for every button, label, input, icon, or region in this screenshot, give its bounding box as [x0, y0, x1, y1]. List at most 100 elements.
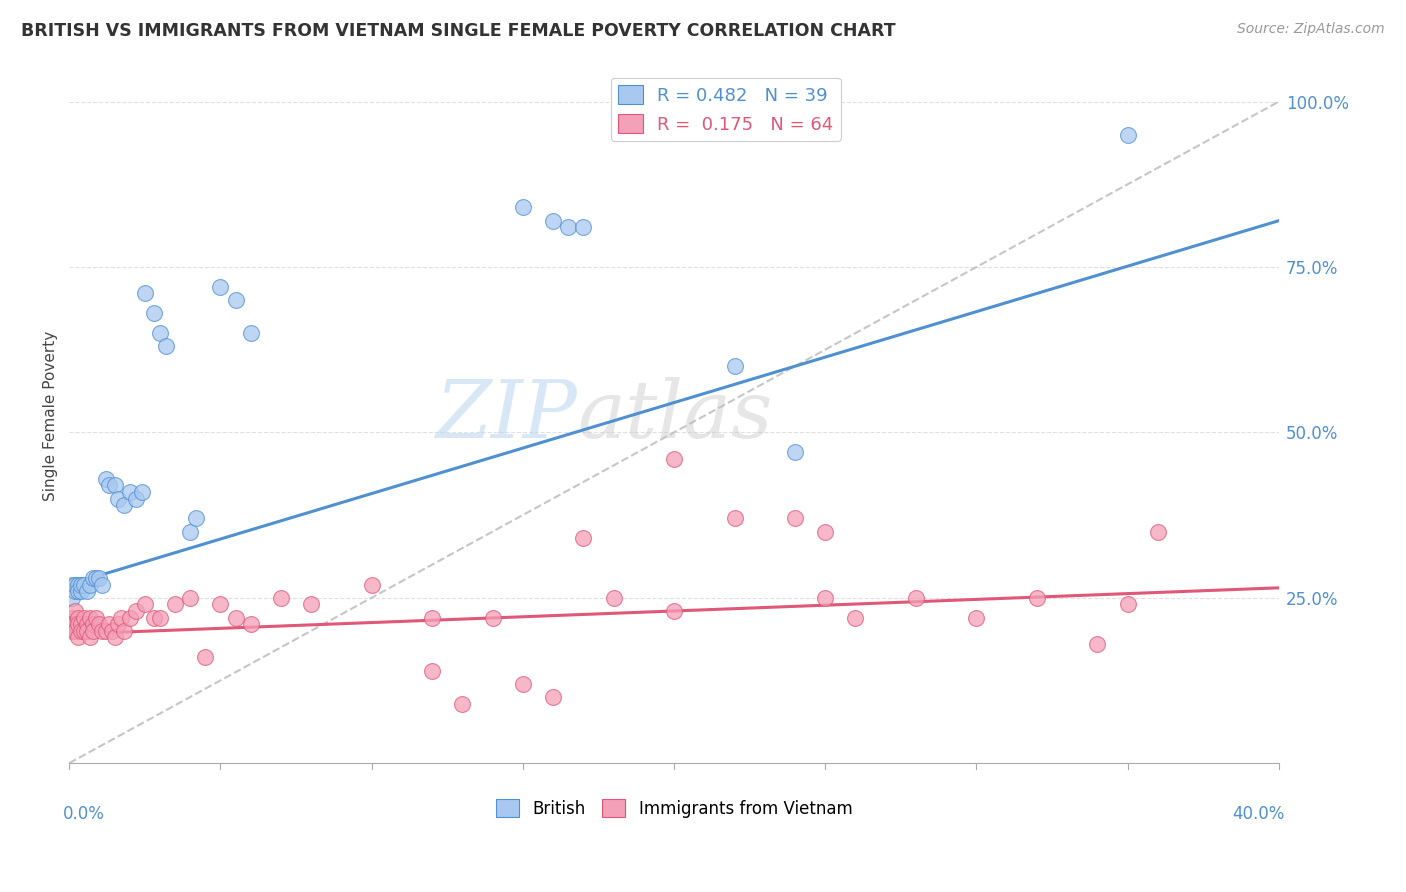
Point — [60, 577, 83, 591]
Point — [723, 511, 745, 525]
Point — [572, 220, 595, 235]
Point — [225, 610, 247, 624]
Point — [186, 511, 208, 525]
Point — [94, 472, 117, 486]
Point — [107, 617, 129, 632]
Point — [134, 598, 156, 612]
Point — [67, 631, 90, 645]
Point — [79, 577, 101, 591]
Point — [118, 610, 141, 624]
Point — [67, 577, 90, 591]
Point — [82, 571, 104, 585]
Point — [104, 631, 127, 645]
Text: atlas: atlas — [578, 377, 773, 455]
Point — [541, 213, 564, 227]
Text: ZIP: ZIP — [436, 377, 578, 455]
Text: 40.0%: 40.0% — [1233, 805, 1285, 822]
Point — [125, 491, 148, 506]
Legend: British, Immigrants from Vietnam: British, Immigrants from Vietnam — [489, 792, 859, 824]
Point — [1116, 598, 1139, 612]
Point — [67, 610, 90, 624]
Point — [783, 445, 806, 459]
Text: 0.0%: 0.0% — [63, 805, 105, 822]
Point — [481, 610, 503, 624]
Point — [79, 610, 101, 624]
Point — [239, 617, 262, 632]
Point — [91, 577, 114, 591]
Point — [107, 491, 129, 506]
Point — [118, 484, 141, 499]
Point — [73, 610, 96, 624]
Point — [209, 598, 232, 612]
Point — [1116, 128, 1139, 142]
Point — [149, 326, 172, 340]
Point — [179, 591, 201, 605]
Point — [1147, 524, 1170, 539]
Point — [89, 617, 111, 632]
Point — [97, 617, 120, 632]
Point — [142, 306, 165, 320]
Point — [70, 584, 93, 599]
Point — [131, 484, 153, 499]
Text: BRITISH VS IMMIGRANTS FROM VIETNAM SINGLE FEMALE POVERTY CORRELATION CHART: BRITISH VS IMMIGRANTS FROM VIETNAM SINGL… — [21, 22, 896, 40]
Point — [965, 610, 987, 624]
Point — [134, 286, 156, 301]
Point — [65, 617, 87, 632]
Point — [225, 293, 247, 307]
Point — [557, 220, 579, 235]
Point — [65, 577, 87, 591]
Point — [76, 624, 98, 638]
Point — [420, 610, 443, 624]
Point — [86, 610, 108, 624]
Point — [1026, 591, 1049, 605]
Point — [76, 617, 98, 632]
Point — [209, 280, 232, 294]
Point — [142, 610, 165, 624]
Point — [179, 524, 201, 539]
Point — [60, 591, 83, 605]
Point — [149, 610, 172, 624]
Point — [662, 451, 685, 466]
Point — [420, 664, 443, 678]
Point — [67, 617, 90, 632]
Point — [1087, 637, 1109, 651]
Point — [76, 584, 98, 599]
Point — [104, 478, 127, 492]
Point — [70, 617, 93, 632]
Text: Source: ZipAtlas.com: Source: ZipAtlas.com — [1237, 22, 1385, 37]
Point — [723, 359, 745, 374]
Point — [814, 524, 837, 539]
Point — [844, 610, 866, 624]
Point — [79, 631, 101, 645]
Point — [82, 624, 104, 638]
Point — [814, 591, 837, 605]
Point — [65, 604, 87, 618]
Point — [60, 610, 83, 624]
Point — [91, 624, 114, 638]
Point — [86, 571, 108, 585]
Point — [97, 478, 120, 492]
Point — [112, 624, 135, 638]
Point — [512, 677, 534, 691]
Point — [94, 624, 117, 638]
Point — [60, 617, 83, 632]
Point — [70, 624, 93, 638]
Point — [67, 584, 90, 599]
Point — [110, 610, 132, 624]
Point — [194, 650, 217, 665]
Point — [82, 617, 104, 632]
Y-axis label: Single Female Poverty: Single Female Poverty — [44, 331, 58, 501]
Point — [70, 577, 93, 591]
Point — [100, 624, 122, 638]
Point — [270, 591, 292, 605]
Point — [239, 326, 262, 340]
Point — [572, 531, 595, 545]
Point — [541, 690, 564, 704]
Point — [89, 571, 111, 585]
Point — [155, 339, 177, 353]
Point — [360, 577, 382, 591]
Point — [299, 598, 322, 612]
Point — [451, 697, 474, 711]
Point — [73, 577, 96, 591]
Point — [125, 604, 148, 618]
